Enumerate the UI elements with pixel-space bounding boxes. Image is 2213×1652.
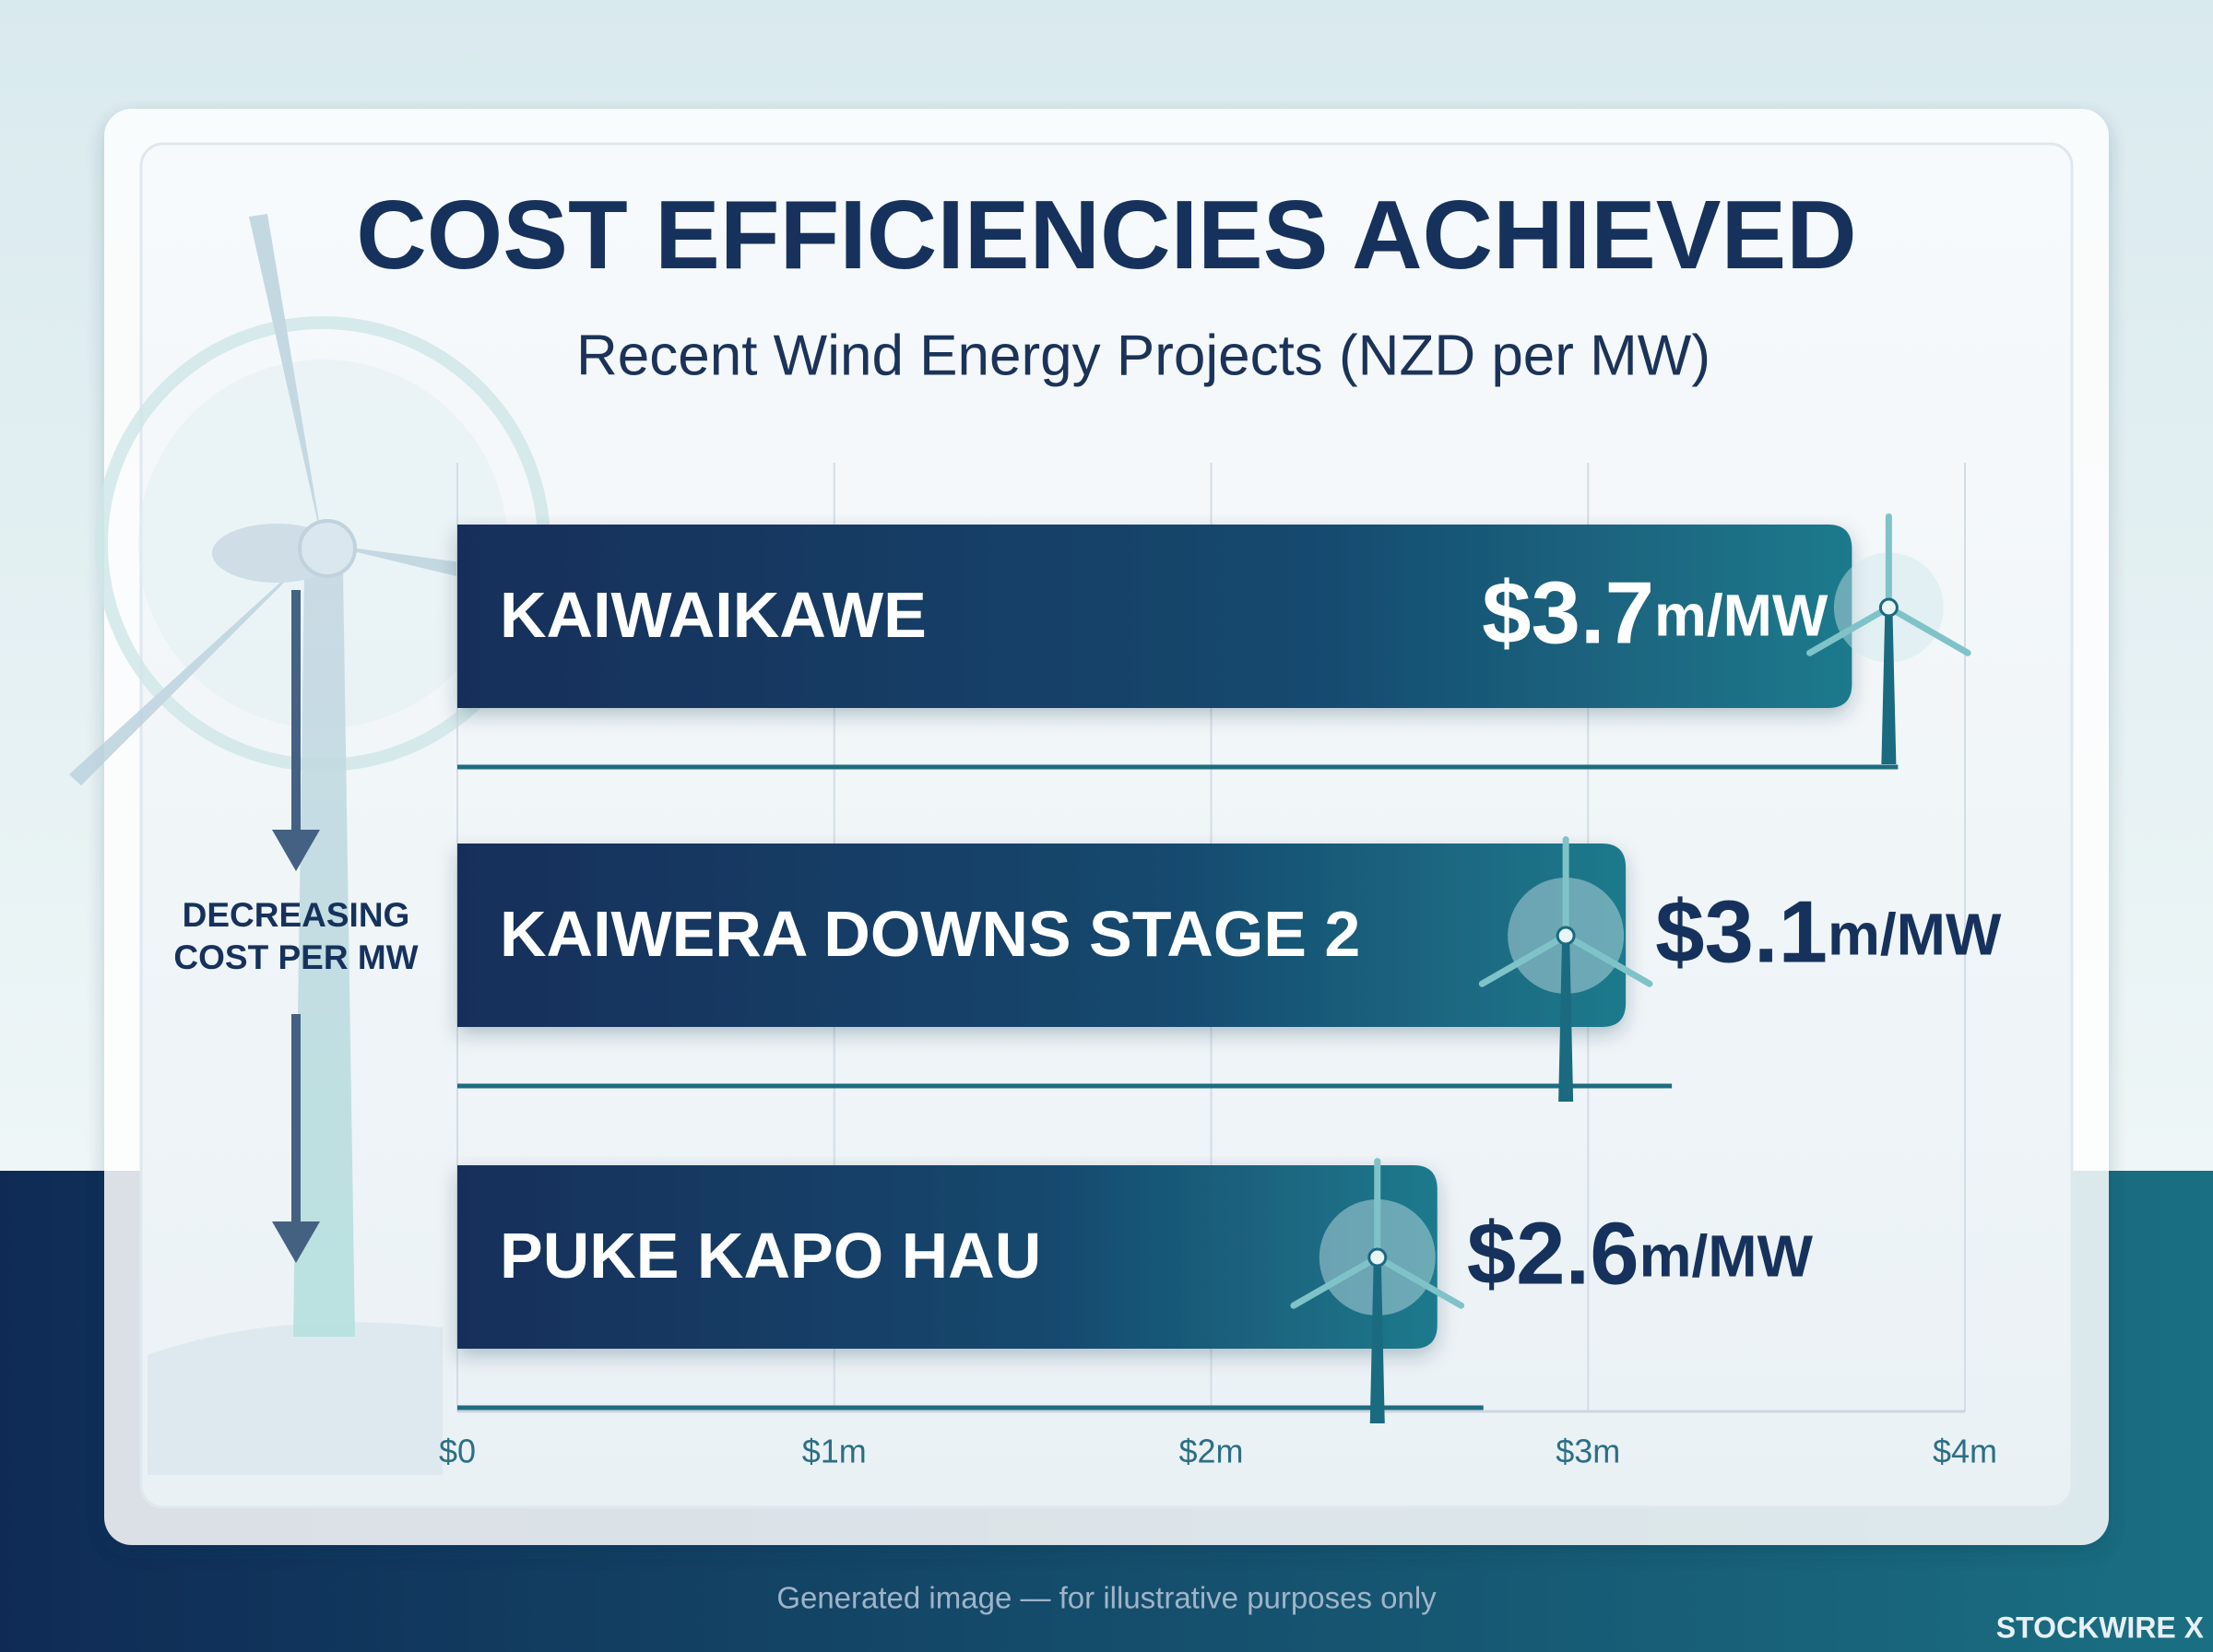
turbine-hub [1878, 597, 1899, 618]
value-label: $2.6m/MW [1467, 1205, 1814, 1304]
annotation: COST PER MW [173, 938, 418, 976]
turbine-blade [1806, 604, 1892, 656]
turbine-blade [1478, 932, 1569, 987]
turbine-blade [1885, 604, 1971, 656]
bar [457, 1165, 1438, 1349]
turbine-icon [1806, 513, 1971, 764]
category-label: KAIWAIKAWE [500, 579, 927, 651]
turbine-blade [1290, 1254, 1381, 1309]
chart-subtitle: Recent Wind Energy Projects (NZD per MW) [576, 324, 1710, 387]
value-label: $3.1m/MW [1655, 883, 2002, 982]
category-label: PUKE KAPO HAU [500, 1220, 1041, 1292]
x-tick-label: $1m [802, 1433, 867, 1470]
turbine-blade [1562, 932, 1653, 987]
turbine-tower [1369, 1257, 1385, 1423]
turbine-tower [1881, 608, 1897, 764]
turbine-tower [1558, 936, 1574, 1102]
x-tick-label: $4m [1933, 1433, 1997, 1470]
x-tick-label: $2m [1178, 1433, 1243, 1470]
turbine-blade [1374, 1254, 1465, 1309]
turbine-hub [1367, 1247, 1388, 1268]
category-label: KAIWERA DOWNS STAGE 2 [500, 898, 1360, 970]
x-tick-label: $3m [1556, 1433, 1620, 1470]
footer-note: Generated image — for illustrative purpo… [776, 1581, 1437, 1615]
brand: STOCKWIRE X [1996, 1611, 2205, 1644]
chart-title: COST EFFICIENCIES ACHIEVED [356, 181, 1856, 289]
bar [457, 525, 1852, 708]
annotation: DECREASING [183, 896, 410, 934]
turbine-icon [1290, 1158, 1465, 1423]
bar [457, 844, 1627, 1027]
turbine-hub [1556, 926, 1576, 946]
turbine-icon [1478, 836, 1653, 1102]
x-tick-label: $0 [439, 1433, 476, 1470]
value-label: $3.7m/MW [1482, 564, 1828, 663]
